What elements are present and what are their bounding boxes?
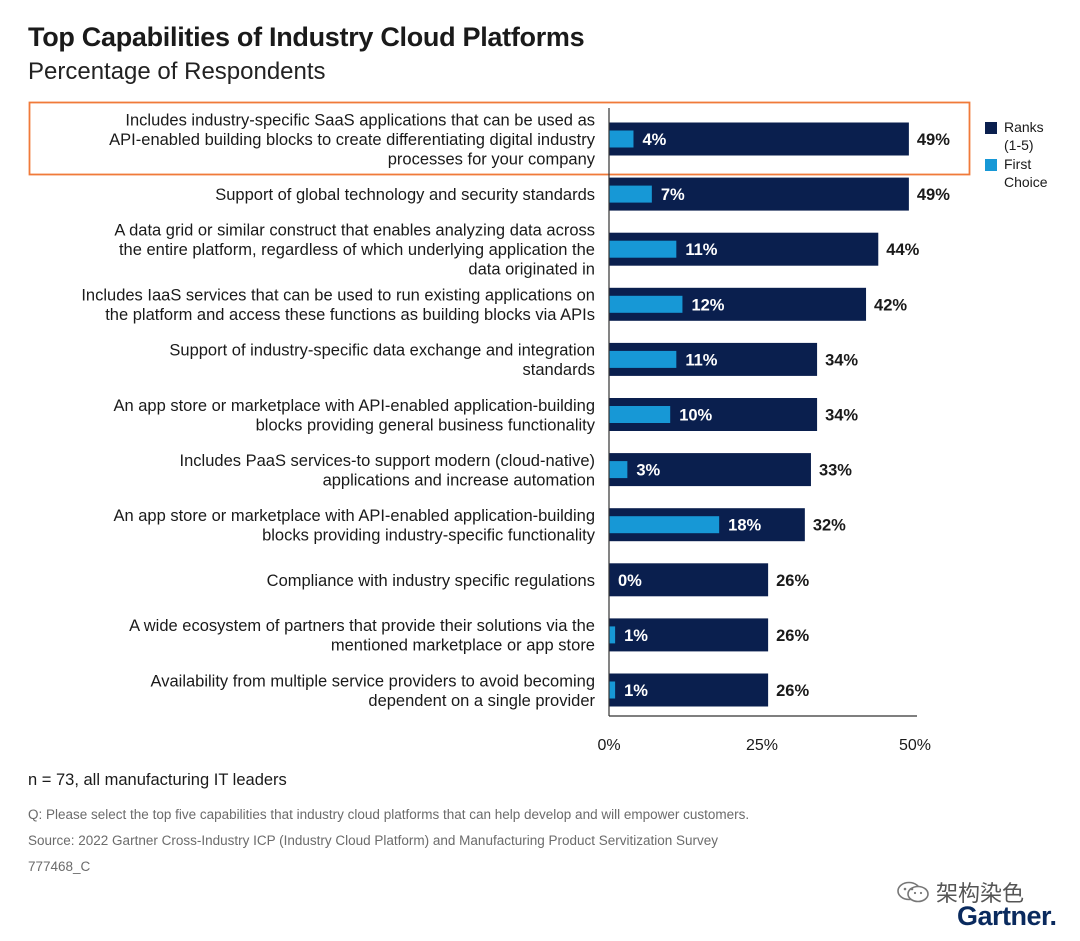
bar-first-choice xyxy=(609,240,677,258)
x-tick-label: 0% xyxy=(597,737,620,754)
category-label: API-enabled building blocks to create di… xyxy=(109,131,596,149)
category-label: An app store or marketplace with API-ena… xyxy=(113,397,595,415)
bar-first-choice xyxy=(609,461,628,479)
ranks-value-label: 49% xyxy=(917,186,950,204)
bar-ranks xyxy=(609,177,909,211)
bar-first-choice xyxy=(609,516,720,534)
category-label: Includes industry-specific SaaS applicat… xyxy=(125,112,595,130)
first-choice-value-label: 18% xyxy=(728,517,761,535)
bar-first-choice xyxy=(609,350,677,368)
category-label: mentioned marketplace or app store xyxy=(331,637,595,655)
first-choice-value-label: 0% xyxy=(618,572,642,590)
category-label: applications and increase automation xyxy=(323,471,595,489)
ranks-value-label: 44% xyxy=(886,241,919,259)
x-tick-label: 25% xyxy=(746,737,778,754)
legend-label-first-line1: First xyxy=(1004,156,1032,172)
bar-ranks xyxy=(609,453,811,487)
source-footnote: Source: 2022 Gartner Cross-Industry ICP … xyxy=(28,833,719,848)
category-label: A wide ecosystem of partners that provid… xyxy=(129,617,595,635)
category-label: Includes PaaS services-to support modern… xyxy=(180,452,595,470)
chart-title: Top Capabilities of Industry Cloud Platf… xyxy=(28,22,585,52)
first-choice-value-label: 1% xyxy=(624,682,648,700)
ranks-value-label: 26% xyxy=(776,572,809,590)
category-label: Support of industry-specific data exchan… xyxy=(169,342,595,360)
category-label: the platform and access these functions … xyxy=(105,306,595,324)
category-label: processes for your company xyxy=(388,151,596,169)
bar-first-choice xyxy=(609,295,683,313)
bar-chart: Includes industry-specific SaaS applicat… xyxy=(28,101,971,754)
gartner-logo: Gartner. xyxy=(957,901,1057,931)
category-label: blocks providing general business functi… xyxy=(256,416,596,434)
legend-swatch-first xyxy=(985,159,997,171)
legend-item-first: First Choice xyxy=(985,155,1048,191)
first-choice-value-label: 4% xyxy=(642,131,666,149)
category-label: A data grid or similar construct that en… xyxy=(114,222,595,240)
category-label: standards xyxy=(523,361,595,379)
wechat-icon xyxy=(897,881,929,903)
watermark-text: 架构染色 xyxy=(936,881,1025,906)
bar-first-choice xyxy=(609,406,671,423)
category-label: Support of global technology and securit… xyxy=(215,186,595,204)
ranks-value-label: 49% xyxy=(917,131,950,149)
watermark: 架构染色 xyxy=(896,876,1024,908)
first-choice-value-label: 10% xyxy=(679,407,712,425)
category-label: Availability from multiple service provi… xyxy=(151,672,595,690)
legend-label-ranks-line2: (1-5) xyxy=(1004,137,1034,153)
first-choice-value-label: 12% xyxy=(691,296,724,314)
legend-item-ranks: Ranks (1-5) xyxy=(985,118,1048,154)
bar-first-choice xyxy=(609,185,652,203)
bar-first-choice xyxy=(609,130,634,148)
bar-ranks xyxy=(609,618,769,652)
category-label: dependent on a single provider xyxy=(368,692,595,710)
ranks-value-label: 34% xyxy=(825,407,858,425)
question-footnote: Q: Please select the top five capabiliti… xyxy=(28,807,750,822)
first-choice-value-label: 7% xyxy=(661,186,685,204)
ranks-value-label: 26% xyxy=(776,682,809,700)
first-choice-value-label: 11% xyxy=(685,351,717,369)
highlight-box xyxy=(28,101,971,176)
category-label: An app store or marketplace with API-ena… xyxy=(113,507,595,525)
ranks-value-label: 33% xyxy=(819,462,852,480)
ranks-value-label: 26% xyxy=(776,627,809,645)
chart-subtitle: Percentage of Respondents xyxy=(28,58,326,85)
legend-swatch-ranks xyxy=(985,122,997,134)
category-label: Compliance with industry specific regula… xyxy=(267,572,595,590)
bar-first-choice xyxy=(609,681,616,699)
legend: Ranks (1-5) First Choice xyxy=(985,118,1048,192)
sample-note: n = 73, all manufacturing IT leaders xyxy=(28,771,287,789)
legend-label-ranks-line1: Ranks xyxy=(1004,119,1044,135)
category-label: the entire platform, regardless of which… xyxy=(119,241,595,259)
category-label: Includes IaaS services that can be used … xyxy=(81,287,595,305)
category-label: data originated in xyxy=(468,261,595,279)
ranks-value-label: 32% xyxy=(813,517,846,535)
bar-first-choice xyxy=(609,626,616,644)
first-choice-value-label: 1% xyxy=(624,627,648,645)
bar-ranks xyxy=(609,563,769,597)
bar-ranks xyxy=(609,122,909,156)
legend-label-first-line2: Choice xyxy=(1004,174,1048,190)
first-choice-value-label: 3% xyxy=(636,462,660,480)
ranks-value-label: 34% xyxy=(825,351,858,369)
first-choice-value-label: 11% xyxy=(685,241,717,259)
id-footnote: 777468_C xyxy=(28,859,91,874)
x-tick-label: 50% xyxy=(899,737,931,754)
category-label: blocks providing industry-specific funct… xyxy=(262,526,596,544)
ranks-value-label: 42% xyxy=(874,296,907,314)
bar-ranks xyxy=(609,673,769,707)
